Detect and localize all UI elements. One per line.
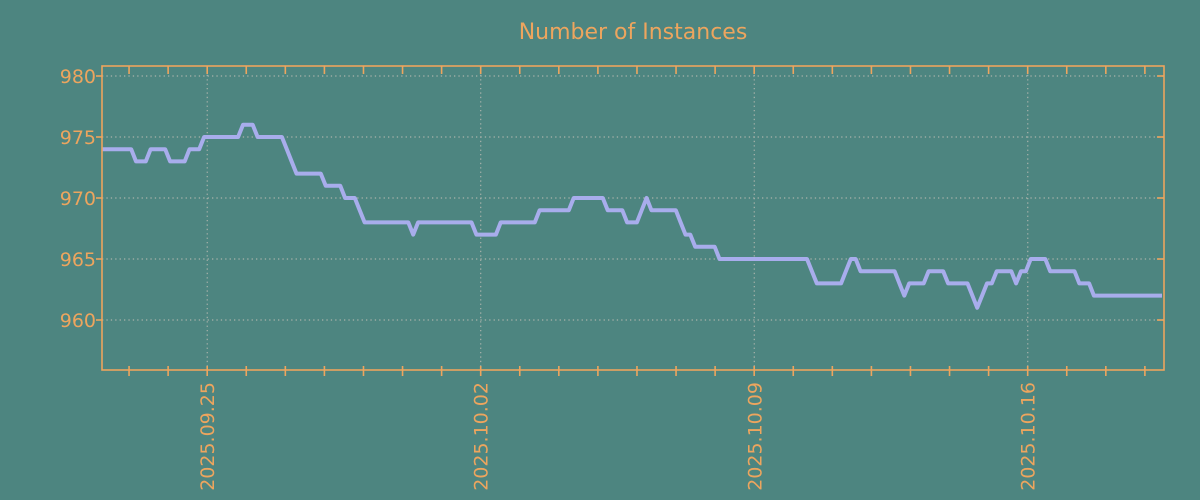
- y-tick-label: 960: [60, 310, 96, 332]
- y-axis-tick-labels: 980 975 970 965 960: [60, 66, 96, 332]
- y-tick-label: 965: [60, 249, 96, 271]
- y-tick-label: 970: [60, 188, 96, 210]
- y-tick-label: 980: [60, 66, 96, 88]
- y-tick-label: 975: [60, 127, 96, 149]
- x-tick-label: 2025.10.16: [1018, 382, 1040, 491]
- x-tick-label: 2025.09.25: [197, 382, 219, 491]
- data-line-instances: [102, 122, 1162, 310]
- x-tick-label: 2025.10.02: [471, 382, 493, 491]
- x-axis-tick-labels: 2025.09.25 2025.10.02 2025.10.09 2025.10.16: [197, 382, 1040, 491]
- plot-border: [101, 65, 1165, 371]
- gridlines: [102, 66, 1164, 370]
- chart-title: Number of Instances: [519, 20, 748, 45]
- axis-ticks: [96, 66, 1164, 376]
- x-tick-label: 2025.10.09: [744, 382, 766, 491]
